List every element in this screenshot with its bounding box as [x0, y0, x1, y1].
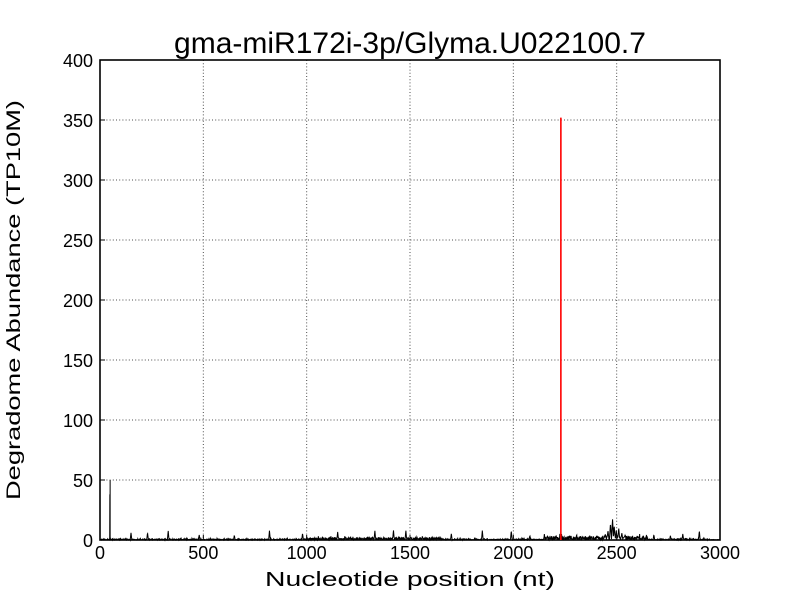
svg-text:1500: 1500	[390, 543, 430, 563]
svg-text:150: 150	[63, 351, 93, 371]
svg-text:50: 50	[73, 471, 93, 491]
svg-text:1000: 1000	[287, 543, 327, 563]
svg-text:gma-miR172i-3p/Glyma.U022100.7: gma-miR172i-3p/Glyma.U022100.7	[174, 27, 646, 60]
svg-text:350: 350	[63, 111, 93, 131]
svg-text:2500: 2500	[597, 543, 637, 563]
svg-text:250: 250	[63, 231, 93, 251]
svg-text:2000: 2000	[493, 543, 533, 563]
svg-text:3000: 3000	[700, 543, 740, 563]
svg-text:0: 0	[95, 543, 105, 563]
svg-text:Nucleotide position (nt): Nucleotide position (nt)	[265, 569, 555, 591]
svg-text:Degradome Abundance (TP10M): Degradome Abundance (TP10M)	[4, 100, 25, 500]
svg-text:200: 200	[63, 291, 93, 311]
svg-text:100: 100	[63, 411, 93, 431]
svg-text:500: 500	[188, 543, 218, 563]
svg-text:0: 0	[83, 531, 93, 551]
svg-text:300: 300	[63, 171, 93, 191]
svg-text:400: 400	[63, 51, 93, 71]
